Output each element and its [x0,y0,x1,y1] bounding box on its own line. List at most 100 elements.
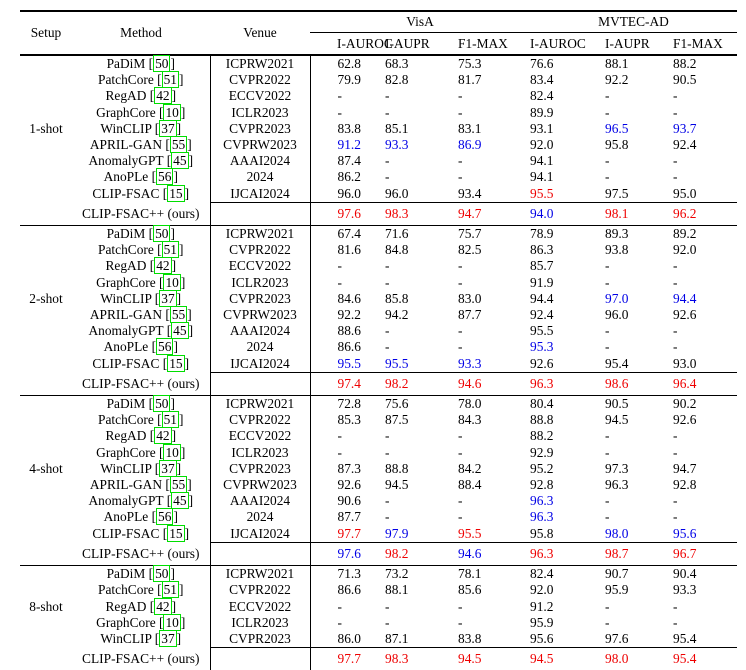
metric-cell: - [605,258,610,274]
citation-link[interactable]: 42 [154,427,172,445]
citation-link[interactable]: 50 [153,395,171,413]
citation-link[interactable]: 55 [169,136,188,154]
metric-cell: 75.3 [458,56,482,71]
method-label: PatchCore [98,72,154,88]
citation-link[interactable]: 56 [156,168,174,186]
citation-link[interactable]: 45 [171,492,189,510]
citation-link[interactable]: 37 [159,459,177,477]
metric-cell: 94.1 [530,169,554,185]
metric-cell: 85.1 [385,120,409,136]
metric-cell: 92.6 [530,355,554,371]
citation-link[interactable]: 50 [153,565,171,583]
citation-link[interactable]: 51 [161,411,179,429]
metric-cell: 88.6 [309,323,385,340]
metric-cell: 98.0 [605,647,673,670]
metric-cell: 86.2 [309,169,385,186]
metric-cell: - [673,598,678,614]
citation-link[interactable]: 15 [167,524,185,542]
metric-cell: 98.3 [385,201,458,227]
citation-link[interactable]: 50 [153,55,171,72]
metric-cell: - [385,258,390,274]
metric-cell: - [673,509,678,525]
citation-link[interactable]: 55 [169,306,188,324]
metric-cell: 93.8 [605,242,629,258]
citation-link[interactable]: 10 [163,103,181,121]
citation-link[interactable]: 15 [167,184,185,202]
method-label: RegAD [105,598,147,614]
metric-cell: 75.6 [385,396,409,412]
citation-link[interactable]: 50 [153,225,171,243]
citation-link[interactable]: 42 [154,597,172,615]
column-header-mvtec-i-auroc: I-AUROC [530,32,605,56]
group-header-mvtec-ad: MVTEC-AD [530,10,738,33]
table-row: GraphCore [10] ICLR2023- - -92.9- - [20,443,737,461]
method-cell: APRIL-GAN [55] [89,136,192,154]
citation-link[interactable]: 42 [154,257,172,275]
metric-cell: 92.4 [530,307,554,323]
citation-link[interactable]: 55 [169,476,188,494]
metric-cell: - [605,339,610,355]
venue-cell: CVPR2023 [209,630,310,648]
metric-cell: 98.0 [605,525,629,541]
table-row: AnoPLe [56] 2024 86.6- -95.3- - [20,338,737,356]
citation-link[interactable]: 37 [159,289,177,307]
metric-cell: 92.2 [309,307,385,324]
citation-link[interactable]: 42 [154,87,172,105]
table-row: CLIP-FSAC [15] IJCAI2024 97.7 97.9 95.5 95.8 9… [20,524,737,543]
citation-link[interactable]: 45 [171,152,189,170]
citation-link[interactable]: 45 [171,322,189,340]
metric-cell: 83.1 [458,120,482,136]
citation-link[interactable]: 51 [161,581,179,599]
metric-cell: - [673,258,678,274]
metric-cell: 68.3 [385,56,409,71]
metric-cell: 96.0 [309,185,385,203]
metric-cell: 96.3 [605,477,629,493]
metric-cell: 94.5 [458,647,530,670]
metric-cell: 97.7 [309,647,385,670]
citation-link[interactable]: 10 [163,443,181,461]
method-cell: AnoPLe [56] [103,338,178,356]
method-label: PatchCore [98,582,154,598]
method-label: PatchCore [98,242,154,258]
metric-cell: 87.3 [309,460,385,478]
citation-link[interactable]: 56 [156,508,174,526]
group-header-visa: VisA [310,10,530,33]
method-label: GraphCore [96,614,156,630]
metric-cell: 92.8 [673,477,697,493]
metric-cell: - [673,169,678,185]
method-label: AnomalyGPT [88,493,164,509]
citation-link[interactable]: 15 [167,354,185,372]
venue-cell: ICLR2023 [209,104,310,121]
method-cell: GraphCore [10] [96,273,186,291]
citation-link[interactable]: 10 [163,273,181,291]
metric-cell: 96.2 [673,201,738,227]
metric-cell: - [605,104,610,120]
ours-method-cell: CLIP-FSAC++ (ours) [72,202,210,227]
metric-cell: 92.0 [530,582,554,598]
metric-cell: 95.0 [673,185,697,201]
citation-link[interactable]: 56 [156,338,174,356]
metric-cell: 96.7 [673,541,738,567]
metric-cell: - [385,88,390,104]
metric-cell: 85.3 [309,412,385,429]
metric-cell: 67.4 [309,225,385,243]
metric-cell: 90.5 [605,396,629,412]
venue-cell: ICPRW2021 [209,395,310,413]
setup-cell: 2-shot [29,291,63,307]
metric-cell: - [385,493,390,509]
citation-link[interactable]: 51 [161,241,179,259]
citation-link[interactable]: 51 [161,71,179,89]
metric-cell: - [673,323,678,339]
citation-link[interactable]: 37 [159,630,177,648]
group-4-shot: 4-shot PaDiM [50] ICPRW2021 72.8 75.6 78.0 80.… [20,395,738,567]
setup-cell: 8-shot [29,598,63,614]
table-row: WinCLIP [37] CVPR2023 84.6 85.8 83.0 94.4 97.0… [20,289,737,308]
citation-link[interactable]: 37 [159,119,177,137]
citation-link[interactable]: 10 [163,613,181,631]
metric-cell: 92.4 [673,137,697,153]
metric-cell: - [458,274,463,290]
metric-cell: 96.3 [530,371,605,397]
method-label: RegAD [105,258,147,274]
metric-cell: 93.1 [530,120,554,136]
